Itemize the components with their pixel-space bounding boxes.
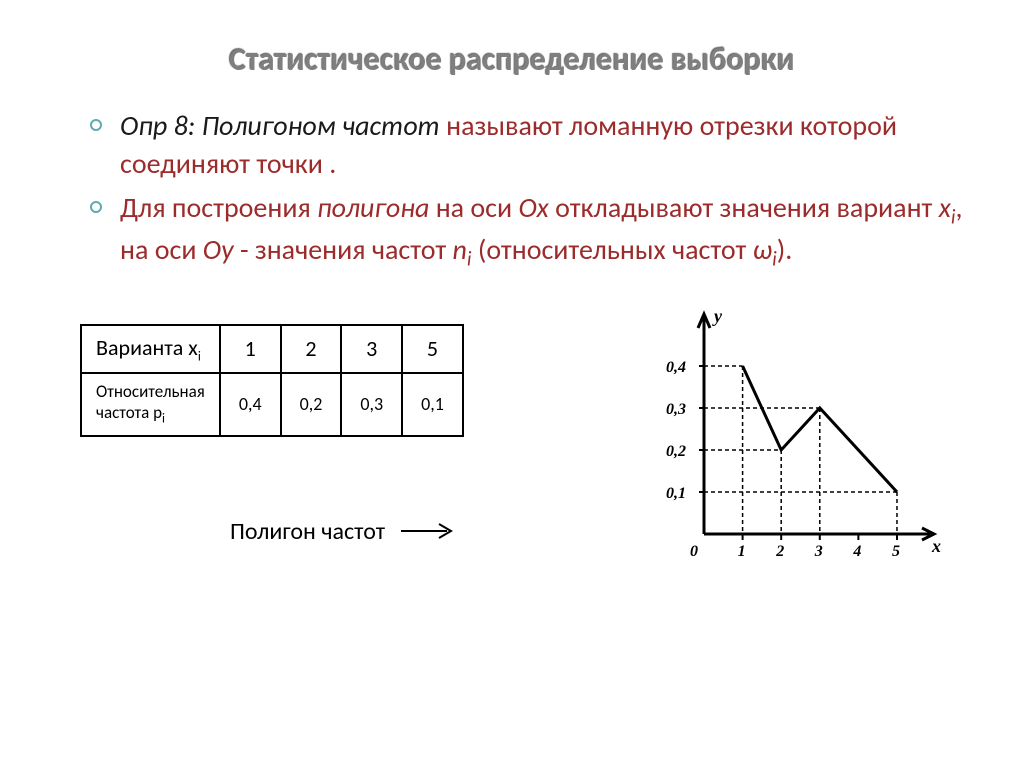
svg-text:y: y	[712, 306, 723, 326]
svg-text:5: 5	[892, 543, 900, 560]
def-prefix: Опр 8:	[120, 108, 195, 143]
var-n: n	[453, 232, 467, 267]
row-label-freq: Относительная частота pi	[81, 373, 220, 435]
chart-caption: Полигон частот	[230, 517, 580, 546]
def-term: Полигоном частот	[195, 108, 440, 143]
chart-svg: y x 0 1 2 3 4 5 0,1 0,2 0,3 0,4	[644, 304, 944, 574]
table-cell: 1	[220, 325, 281, 373]
t: - значения частот	[234, 232, 453, 267]
svg-text:x: x	[931, 536, 941, 556]
svg-text:3: 3	[814, 543, 823, 560]
t: Для построения	[120, 190, 317, 225]
svg-text:0,4: 0,4	[666, 359, 686, 376]
bullet-dot-icon	[90, 201, 102, 213]
bullet-item-1: Опр 8: Полигоном частот называют ломанну…	[90, 107, 974, 183]
axis-oy: Oy	[203, 232, 234, 267]
t: ).	[777, 232, 793, 267]
svg-text:0,1: 0,1	[666, 485, 686, 502]
polygon-chart: y x 0 1 2 3 4 5 0,1 0,2 0,3 0,4	[644, 304, 944, 579]
bullet-item-2: Для построения полигона на оси Ox отклад…	[90, 189, 974, 274]
table-cell: 2	[281, 325, 342, 373]
table-cell: 0,4	[220, 373, 281, 435]
t: на оси	[429, 190, 518, 225]
table-cell: 5	[402, 325, 463, 373]
var-x: x	[939, 190, 951, 225]
t: Варианта	[96, 334, 188, 361]
frequency-table: Варианта xi 1 2 3 5 Относительная частот…	[80, 324, 464, 437]
table-row: Варианта xi 1 2 3 5	[81, 325, 463, 373]
t: x	[188, 334, 198, 361]
table-cell: 0,1	[402, 373, 463, 435]
arrow-right-icon	[399, 521, 459, 541]
t: (относительных частот	[472, 232, 753, 267]
table-cell: 3	[341, 325, 402, 373]
table-cell: 0,3	[341, 373, 402, 435]
bullet-2-text: Для построения полигона на оси Ox отклад…	[120, 189, 974, 274]
bullet-1-text: Опр 8: Полигоном частот называют ломанну…	[120, 107, 974, 183]
axis-ox: Ox	[519, 190, 549, 225]
t: частота p	[96, 402, 162, 423]
bullet-dot-icon	[90, 119, 102, 131]
t: полигона	[317, 190, 429, 225]
svg-text:0: 0	[690, 543, 698, 560]
table-cell: 0,2	[281, 373, 342, 435]
var-omega: ω	[753, 232, 773, 267]
bullet-list: Опр 8: Полигоном частот называют ломанну…	[50, 107, 974, 274]
t: Относительная	[96, 381, 205, 402]
page-title: Статистическое распределение выборки	[50, 40, 974, 79]
sub: i	[162, 411, 165, 426]
t: откладывают значения вариант	[549, 190, 939, 225]
svg-text:4: 4	[852, 543, 861, 560]
svg-text:0,2: 0,2	[666, 443, 686, 460]
svg-text:2: 2	[775, 543, 784, 560]
svg-text:1: 1	[738, 543, 746, 560]
svg-text:0,3: 0,3	[666, 401, 686, 418]
caption-text: Полигон частот	[230, 517, 385, 546]
table-row: Относительная частота pi 0,4 0,2 0,3 0,1	[81, 373, 463, 435]
sub: i	[198, 349, 201, 364]
row-label-variant: Варианта xi	[81, 325, 220, 373]
